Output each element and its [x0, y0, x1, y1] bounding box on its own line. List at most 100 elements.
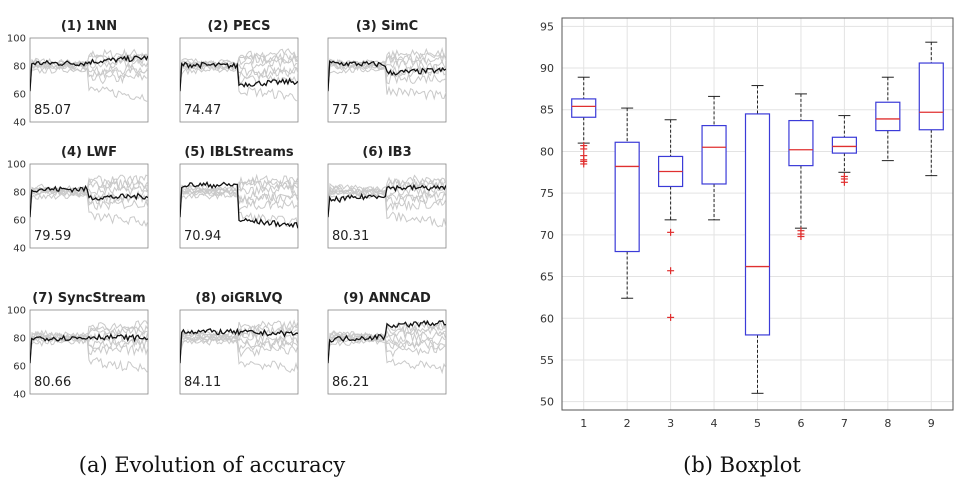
y-tick-label: 70	[540, 229, 554, 242]
highlighted-series-line	[180, 61, 298, 92]
box-group	[658, 119, 684, 321]
y-tick-label: 50	[540, 396, 554, 409]
x-tick-label: 4	[711, 417, 718, 430]
background-series-line	[180, 179, 298, 216]
x-tick-label: 9	[928, 417, 935, 430]
x-tick-label: 8	[884, 417, 891, 430]
box-group	[918, 41, 944, 177]
accuracy-score: 80.66	[34, 375, 71, 390]
background-series-line	[30, 178, 148, 211]
background-series-line	[180, 323, 298, 357]
small-multiple-panel: (3) SimC 77.5	[327, 19, 447, 123]
panel-frame	[29, 37, 149, 123]
box-group	[614, 107, 640, 299]
background-series-line	[328, 338, 446, 375]
small-multiple-panel: (7) SyncStream 40 60 80 100 80.66	[7, 291, 149, 401]
y-tick-label: 80	[13, 188, 26, 199]
y-tick-label: 75	[540, 187, 554, 200]
box	[788, 119, 814, 167]
y-tick-label: 80	[540, 145, 554, 158]
highlighted-series-line	[180, 327, 298, 364]
panel-lines	[328, 46, 446, 101]
caption-right: (b) Boxplot	[683, 453, 801, 477]
panel-title: (5) IBLStreams	[184, 145, 294, 160]
x-tick-label: 3	[667, 417, 674, 430]
x-tick-label: 7	[841, 417, 848, 430]
small-multiple-panel: (6) IB3 80.31	[327, 145, 447, 249]
background-series-line	[180, 188, 298, 208]
background-series-line	[180, 66, 298, 102]
y-tick-label: 95	[540, 20, 554, 33]
panel-lines	[30, 320, 148, 374]
accuracy-score: 77.5	[332, 103, 361, 118]
box	[571, 98, 597, 118]
panel-title: (6) IB3	[362, 145, 411, 160]
y-tick-label: 80	[13, 62, 26, 73]
box	[744, 113, 771, 336]
panel-lines	[30, 48, 148, 103]
y-tick-label: 40	[13, 118, 26, 129]
accuracy-score: 84.11	[184, 375, 221, 390]
small-multiple-panel: (8) oiGRLVQ 84.11	[179, 291, 299, 395]
background-series-line	[30, 66, 148, 103]
box	[614, 141, 640, 253]
box	[918, 62, 944, 131]
panel-lines	[328, 174, 446, 228]
background-series-line	[180, 319, 298, 364]
plot-frame	[561, 17, 954, 411]
highlighted-series-line	[180, 180, 298, 229]
y-tick-label: 60	[540, 312, 554, 325]
x-tick-label: 6	[797, 417, 804, 430]
accuracy-score: 79.59	[34, 229, 71, 244]
y-tick-label: 80	[13, 334, 26, 345]
background-series-line	[328, 174, 446, 218]
highlighted-series-line	[328, 319, 446, 364]
highlighted-series-line	[328, 183, 446, 218]
panel-title: (2) PECS	[207, 19, 270, 34]
box	[831, 136, 857, 154]
background-series-line	[180, 173, 298, 218]
panel-lines	[180, 173, 298, 229]
x-tick-label: 2	[624, 417, 631, 430]
y-tick-label: 65	[540, 271, 554, 284]
y-tick-label: 85	[540, 104, 554, 117]
accuracy-score: 74.47	[184, 103, 221, 118]
box	[701, 124, 727, 185]
boxplot-chart: 50 55 60 65 70 75 80 85 90 95 1 2 3 4 5 6 7 8 9	[540, 17, 954, 430]
highlighted-series-line	[30, 184, 148, 218]
panel-title: (4) LWF	[61, 145, 117, 160]
background-series-line	[30, 331, 148, 358]
background-series-line	[328, 66, 446, 101]
y-tick-label: 60	[13, 362, 26, 373]
highlighted-series-line	[328, 59, 446, 92]
small-multiple-panel: (9) ANNCAD 86.21	[327, 291, 447, 395]
y-tick-label: 60	[13, 90, 26, 101]
box-group	[788, 93, 814, 241]
small-multiple-panel: (5) IBLStreams 70.94	[179, 145, 299, 249]
box-group	[875, 76, 901, 162]
panel-lines	[30, 174, 148, 228]
background-series-line	[30, 324, 148, 362]
caption-left: (a) Evolution of accuracy	[79, 453, 346, 477]
panel-lines	[180, 48, 298, 102]
panel-title: (1) 1NN	[61, 19, 117, 34]
panel-title: (8) oiGRLVQ	[195, 291, 282, 306]
y-tick-label: 90	[540, 62, 554, 75]
small-multiple-panel: (2) PECS 74.47	[179, 19, 299, 123]
box-group	[744, 85, 771, 394]
background-series-line	[328, 334, 446, 360]
x-tick-label: 5	[754, 417, 761, 430]
accuracy-score: 80.31	[332, 229, 369, 244]
box-group	[831, 115, 857, 186]
panel-title: (7) SyncStream	[32, 291, 145, 306]
panel-title: (3) SimC	[356, 19, 418, 34]
highlighted-series-line	[30, 332, 148, 364]
panel-lines	[180, 319, 298, 374]
background-series-line	[180, 338, 298, 374]
background-series-line	[30, 53, 148, 90]
y-tick-label: 100	[7, 34, 26, 45]
accuracy-score: 86.21	[332, 375, 369, 390]
y-tick-label: 55	[540, 354, 554, 367]
accuracy-score: 85.07	[34, 103, 71, 118]
